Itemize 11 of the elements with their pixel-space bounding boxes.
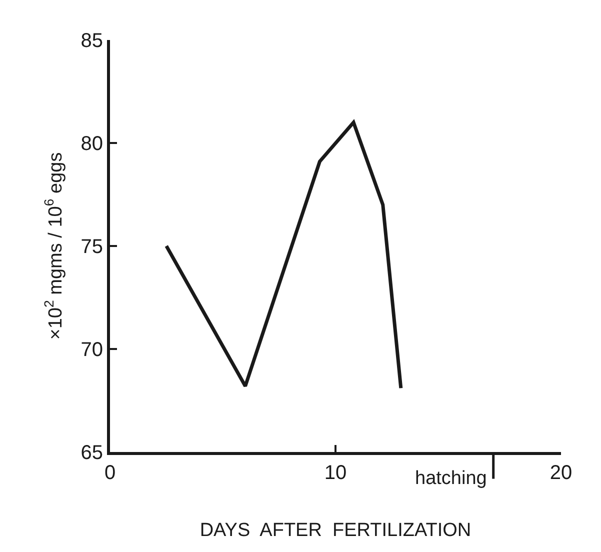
- y-tick-label: 75: [80, 236, 103, 258]
- x-axis-title: DAYS AFTER FERTILIZATION: [200, 520, 472, 541]
- y-tick-label: 85: [80, 30, 103, 52]
- line-series: [164, 120, 403, 390]
- ref-line-label: hatching: [415, 468, 487, 489]
- x-tick-label: 10: [324, 462, 347, 484]
- y-tick-label: 65: [80, 442, 103, 464]
- y-tick-label: 70: [80, 339, 103, 361]
- y-tick-label: 80: [80, 133, 103, 155]
- x-tick-label: 0: [104, 462, 116, 484]
- x-tick-label: 20: [550, 462, 572, 484]
